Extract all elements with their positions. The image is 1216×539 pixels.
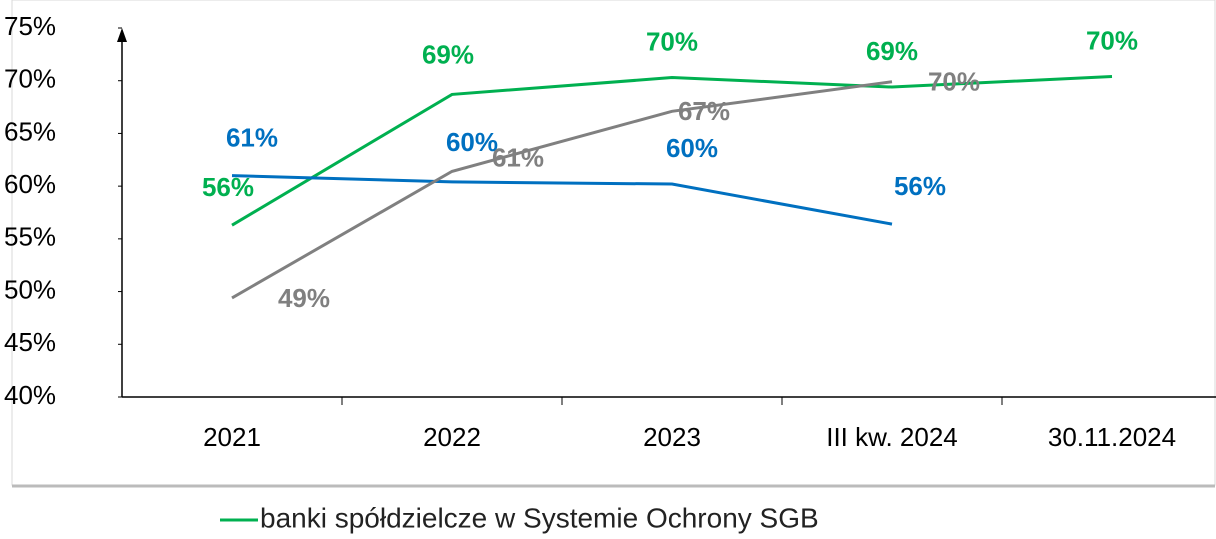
data-label: 61%: [492, 142, 544, 172]
data-label: 61%: [226, 122, 278, 152]
legend-label: banki spółdzielcze w Systemie Ochrony SG…: [260, 502, 819, 533]
series-line: [231, 174, 893, 226]
data-label: 70%: [928, 67, 980, 97]
x-tick-label: 2022: [423, 422, 481, 452]
y-tick-label: 55%: [4, 222, 56, 252]
data-label: 70%: [646, 26, 698, 56]
data-label: 67%: [678, 96, 730, 126]
y-tick-label: 60%: [4, 169, 56, 199]
data-label: 69%: [422, 39, 474, 69]
series-line: [231, 80, 893, 300]
series-line: [231, 74, 1113, 227]
data-label: 60%: [446, 127, 498, 157]
y-axis-arrow: [117, 28, 127, 42]
y-tick-label: 65%: [4, 116, 56, 146]
y-tick-label: 50%: [4, 274, 56, 304]
chart-frame: [11, 0, 1216, 486]
data-label: 69%: [866, 36, 918, 66]
data-label: 49%: [278, 283, 330, 313]
data-label: 56%: [894, 171, 946, 201]
x-tick-label: 2023: [643, 422, 701, 452]
y-tick-label: 75%: [4, 11, 56, 41]
x-tick-label: III kw. 2024: [826, 422, 958, 452]
y-tick-label: 70%: [4, 64, 56, 94]
data-label: 60%: [666, 133, 718, 163]
y-tick-label: 45%: [4, 327, 56, 357]
data-label: 70%: [1086, 25, 1138, 55]
y-tick-label: 40%: [4, 380, 56, 410]
x-tick-label: 30.11.2024: [1048, 422, 1176, 452]
x-tick-label: 2021: [203, 422, 261, 452]
